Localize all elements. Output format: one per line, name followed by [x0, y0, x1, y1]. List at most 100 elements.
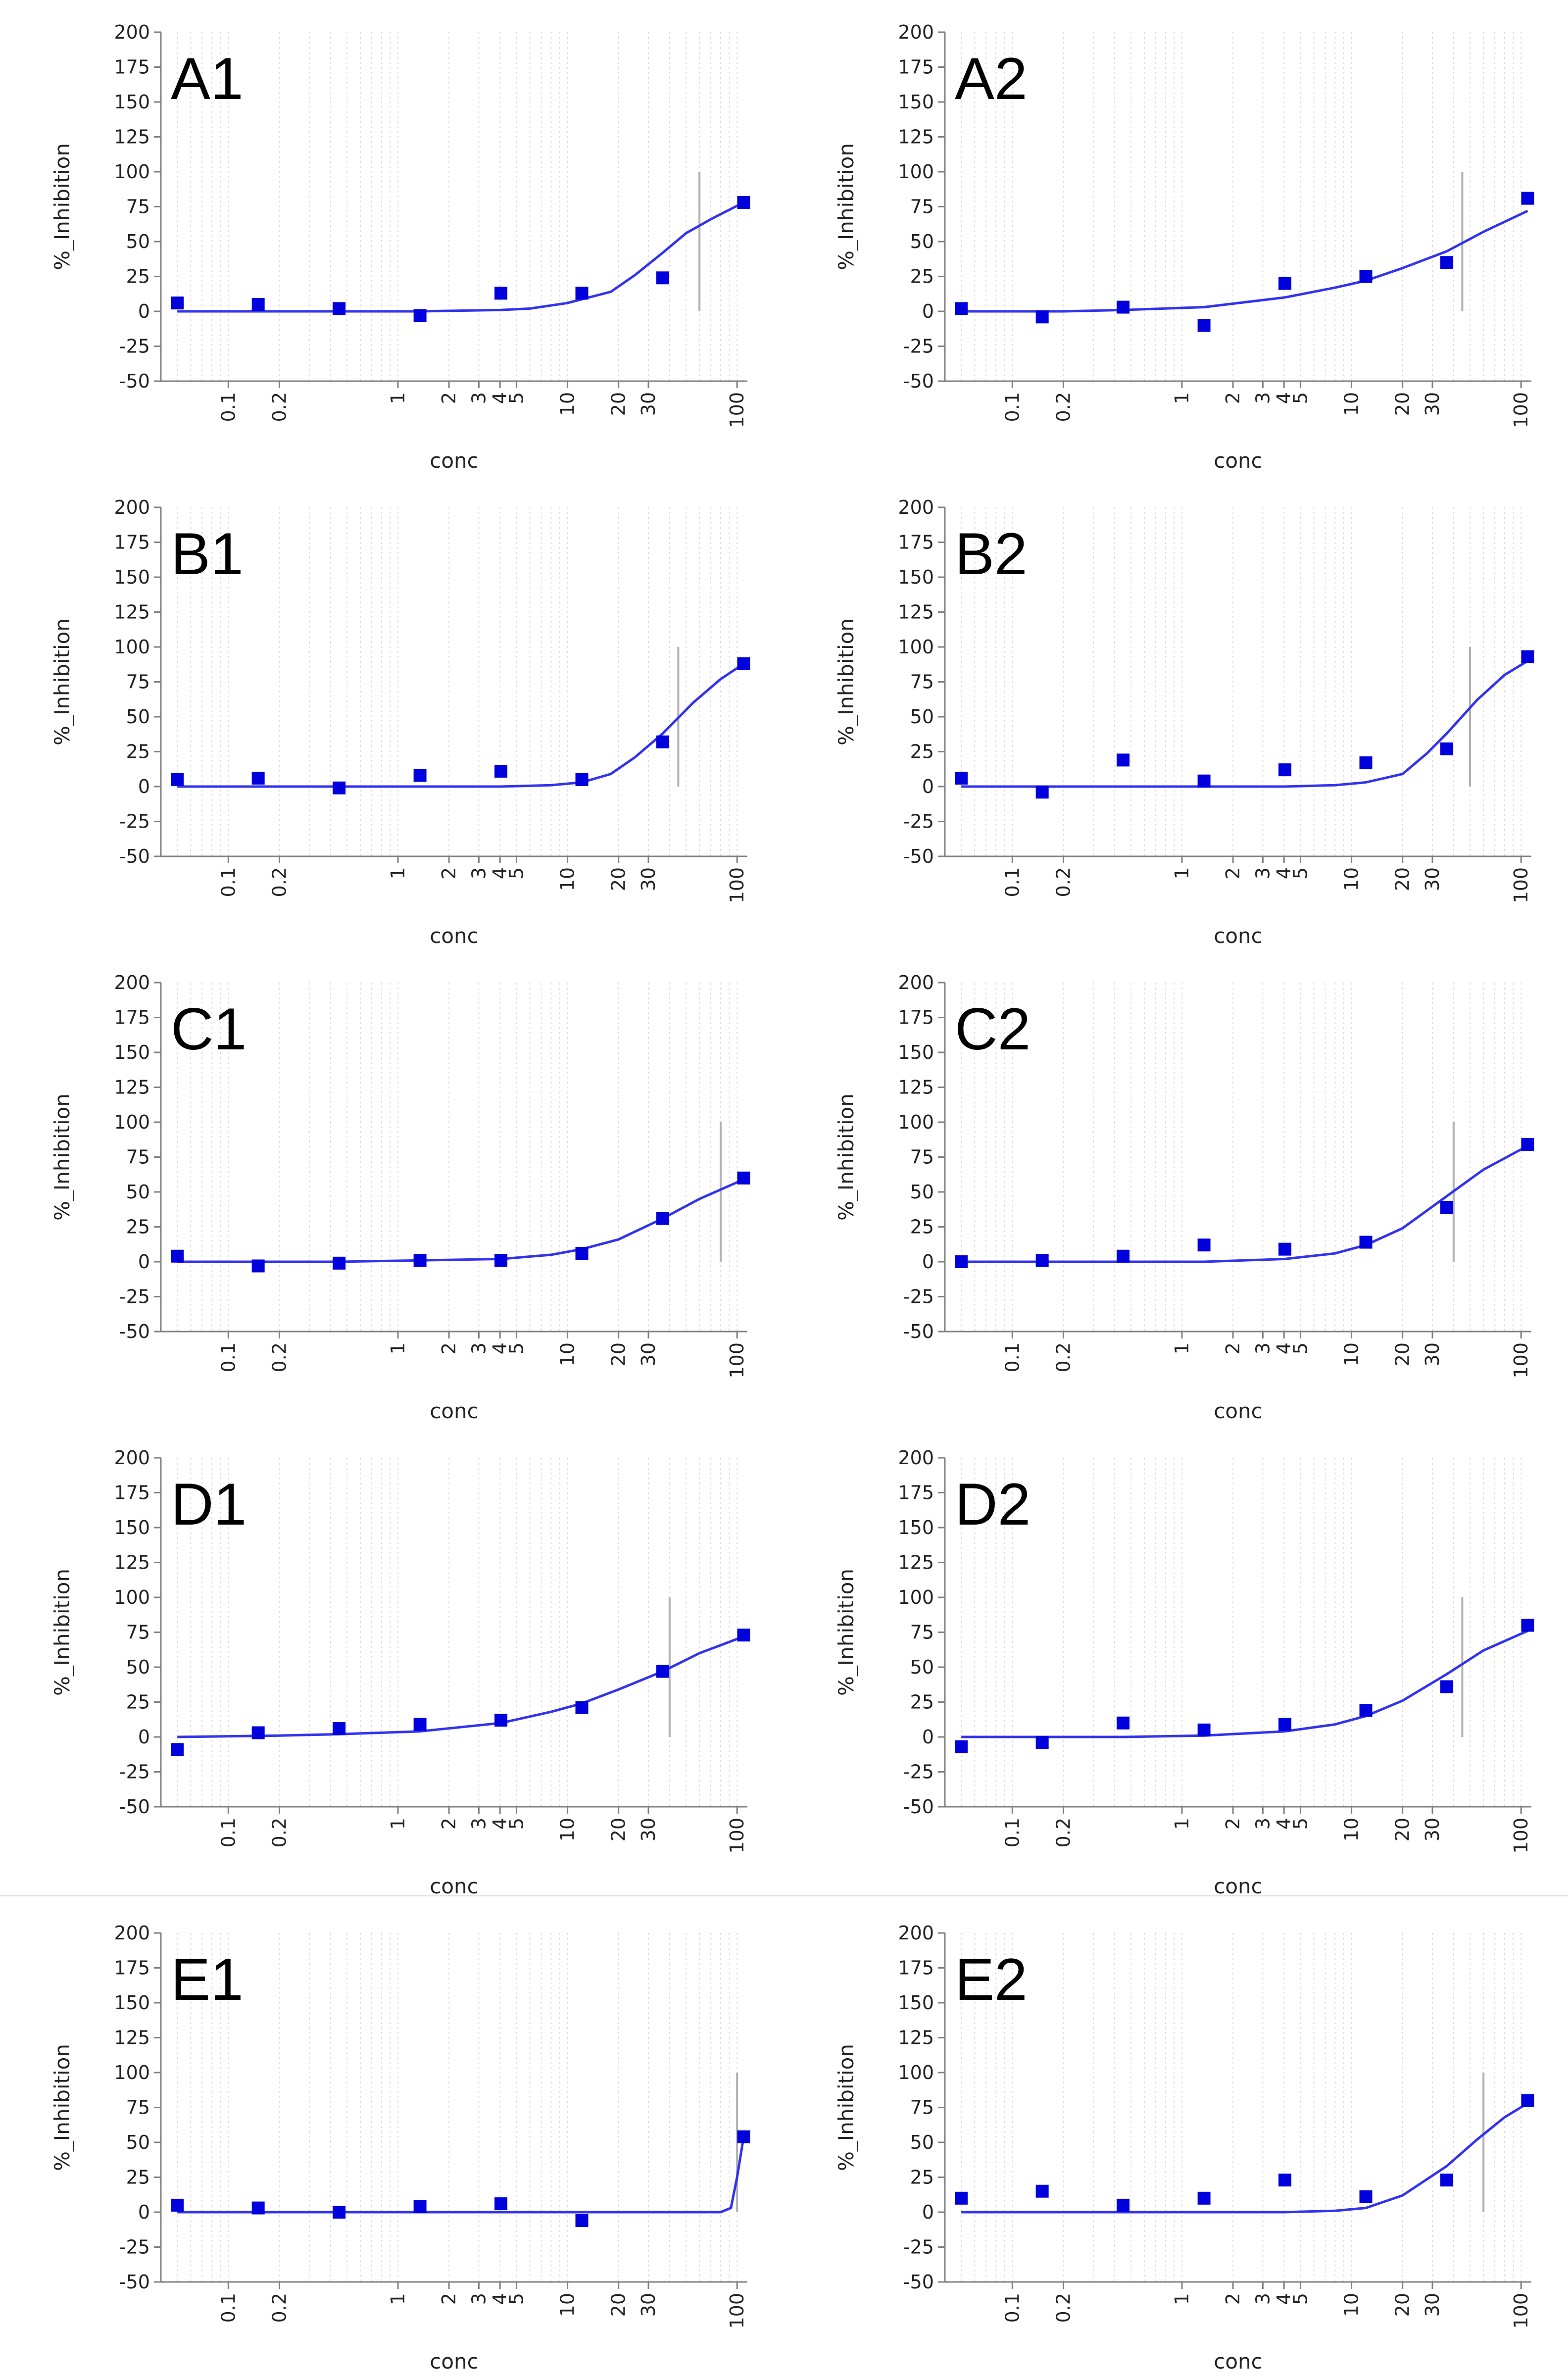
x-tick-label: 3 — [1252, 1818, 1274, 1830]
y-tick-label: 25 — [126, 2167, 150, 2188]
y-tick-label: 200 — [898, 1447, 934, 1469]
x-tick-label: 0.2 — [268, 1818, 290, 1847]
y-tick-label: 200 — [114, 972, 150, 993]
x-tick-label: 4 — [1273, 867, 1295, 879]
y-tick-label: -25 — [119, 811, 150, 833]
y-tick-label: 175 — [898, 532, 934, 553]
fit-curve — [177, 1635, 744, 1738]
data-point — [413, 1254, 427, 1267]
x-tick-label: 3 — [468, 867, 490, 879]
x-tick-label: 20 — [1392, 2293, 1414, 2317]
data-point — [1117, 1716, 1130, 1730]
data-point — [333, 1256, 346, 1270]
x-tick-label: 0.1 — [1001, 867, 1023, 897]
data-point — [171, 1249, 184, 1263]
x-tick-label: 3 — [1252, 867, 1274, 879]
y-tick-label: 0 — [922, 2201, 934, 2223]
y-axis-title: %_Inhibition — [50, 1093, 74, 1221]
x-tick-label: 0.1 — [1001, 1342, 1023, 1372]
y-tick-label: 0 — [922, 300, 934, 322]
y-tick-label: 150 — [114, 1041, 150, 1063]
data-point — [1521, 2094, 1534, 2107]
data-point — [171, 2198, 184, 2212]
x-tick-label: 0.1 — [1001, 392, 1023, 422]
x-tick-label: 2 — [438, 1818, 460, 1830]
x-axis-title: conc — [430, 1874, 479, 1898]
x-tick-label: 100 — [1510, 1818, 1532, 1854]
x-tick-label: 1 — [387, 392, 409, 404]
data-point — [251, 1259, 265, 1273]
y-tick-label: 200 — [114, 496, 150, 518]
y-tick-label: 125 — [114, 126, 150, 148]
data-point — [955, 1255, 968, 1268]
y-tick-label: 125 — [898, 126, 934, 148]
fit-curve — [177, 1178, 744, 1263]
y-tick-label: 200 — [114, 1447, 150, 1469]
x-tick-label: 1 — [1171, 1342, 1193, 1354]
y-tick-label: 25 — [126, 1216, 150, 1238]
y-axis-title: %_Inhibition — [834, 2044, 858, 2171]
x-tick-label: 4 — [1273, 1342, 1295, 1354]
data-point — [955, 1740, 968, 1753]
x-tick-label: 10 — [557, 1818, 579, 1841]
x-tick-label: 5 — [505, 1818, 527, 1830]
fit-curve — [961, 1630, 1528, 1738]
y-tick-label: 25 — [126, 266, 150, 288]
panel-label: D1 — [171, 1471, 246, 1537]
data-point — [494, 2197, 508, 2211]
panel-label: A2 — [955, 46, 1028, 112]
y-tick-label: 25 — [910, 2167, 934, 2188]
y-tick-label: 150 — [898, 1992, 934, 2014]
y-tick-label: 200 — [898, 21, 934, 43]
data-point — [1197, 319, 1211, 332]
y-tick-label: 25 — [910, 741, 934, 763]
x-tick-label: 2 — [1222, 1342, 1244, 1354]
y-tick-label: 100 — [898, 1586, 934, 1608]
x-tick-label: 5 — [505, 1342, 527, 1354]
y-tick-label: 75 — [126, 671, 150, 693]
data-point — [413, 309, 427, 322]
y-tick-label: 150 — [114, 566, 150, 588]
data-point — [494, 764, 508, 778]
x-tick-label: 4 — [1273, 392, 1295, 404]
x-tick-label: 2 — [438, 392, 460, 404]
y-tick-label: 0 — [138, 776, 150, 797]
x-tick-label: 100 — [726, 1342, 748, 1379]
y-tick-label: 150 — [114, 1992, 150, 2014]
data-point — [413, 1718, 427, 1731]
data-point — [1035, 786, 1049, 799]
chart-svg: 200 175 150 125 100 75 50 25 0 -25 -50 0.1 0.2 1 2 345 1… — [50, 1447, 750, 1898]
y-axis-title: %_Inhibition — [50, 2044, 74, 2171]
x-gridlines — [961, 507, 1522, 856]
x-tick-label: 4 — [1273, 1818, 1295, 1830]
panel-d2: 200 175 150 125 100 75 50 25 0 -25 -50 0.1 0.2 1 2 3 4 5 1… — [784, 1426, 1568, 1901]
data-point — [575, 773, 588, 786]
x-tick-label: 10 — [557, 2293, 579, 2317]
x-tick-label: 5 — [1289, 867, 1311, 879]
chart-svg: 200 175 150 125 100 75 50 25 0 -25 -50 0.1 0.2 1 2 345 1… — [834, 1447, 1534, 1898]
y-tick-label: 50 — [126, 2131, 150, 2153]
x-tick-label: 2 — [438, 867, 460, 879]
data-point — [575, 287, 588, 300]
data-point — [575, 1247, 588, 1260]
data-point — [1035, 2184, 1049, 2198]
x-tick-label: 100 — [1510, 1342, 1532, 1379]
fit-curve — [961, 660, 1528, 788]
data-point — [737, 196, 750, 209]
x-tick-label: 1 — [387, 867, 409, 879]
x-tick-label: 1 — [1171, 867, 1193, 879]
data-point — [1359, 2190, 1372, 2203]
x-tick-label: 100 — [1510, 867, 1532, 903]
data-point — [737, 1629, 750, 1642]
data-point — [1117, 1249, 1130, 1263]
data-point — [171, 773, 184, 786]
y-tick-label: 75 — [910, 196, 934, 218]
x-tick-label: 5 — [505, 2293, 527, 2305]
x-tick-label: 2 — [1222, 2293, 1244, 2305]
x-tick-label: 3 — [1252, 392, 1274, 404]
x-tick-label: 2 — [1222, 392, 1244, 404]
data-point — [494, 1714, 508, 1727]
x-tick-label: 0.2 — [268, 1342, 290, 1372]
data-point — [333, 302, 346, 315]
